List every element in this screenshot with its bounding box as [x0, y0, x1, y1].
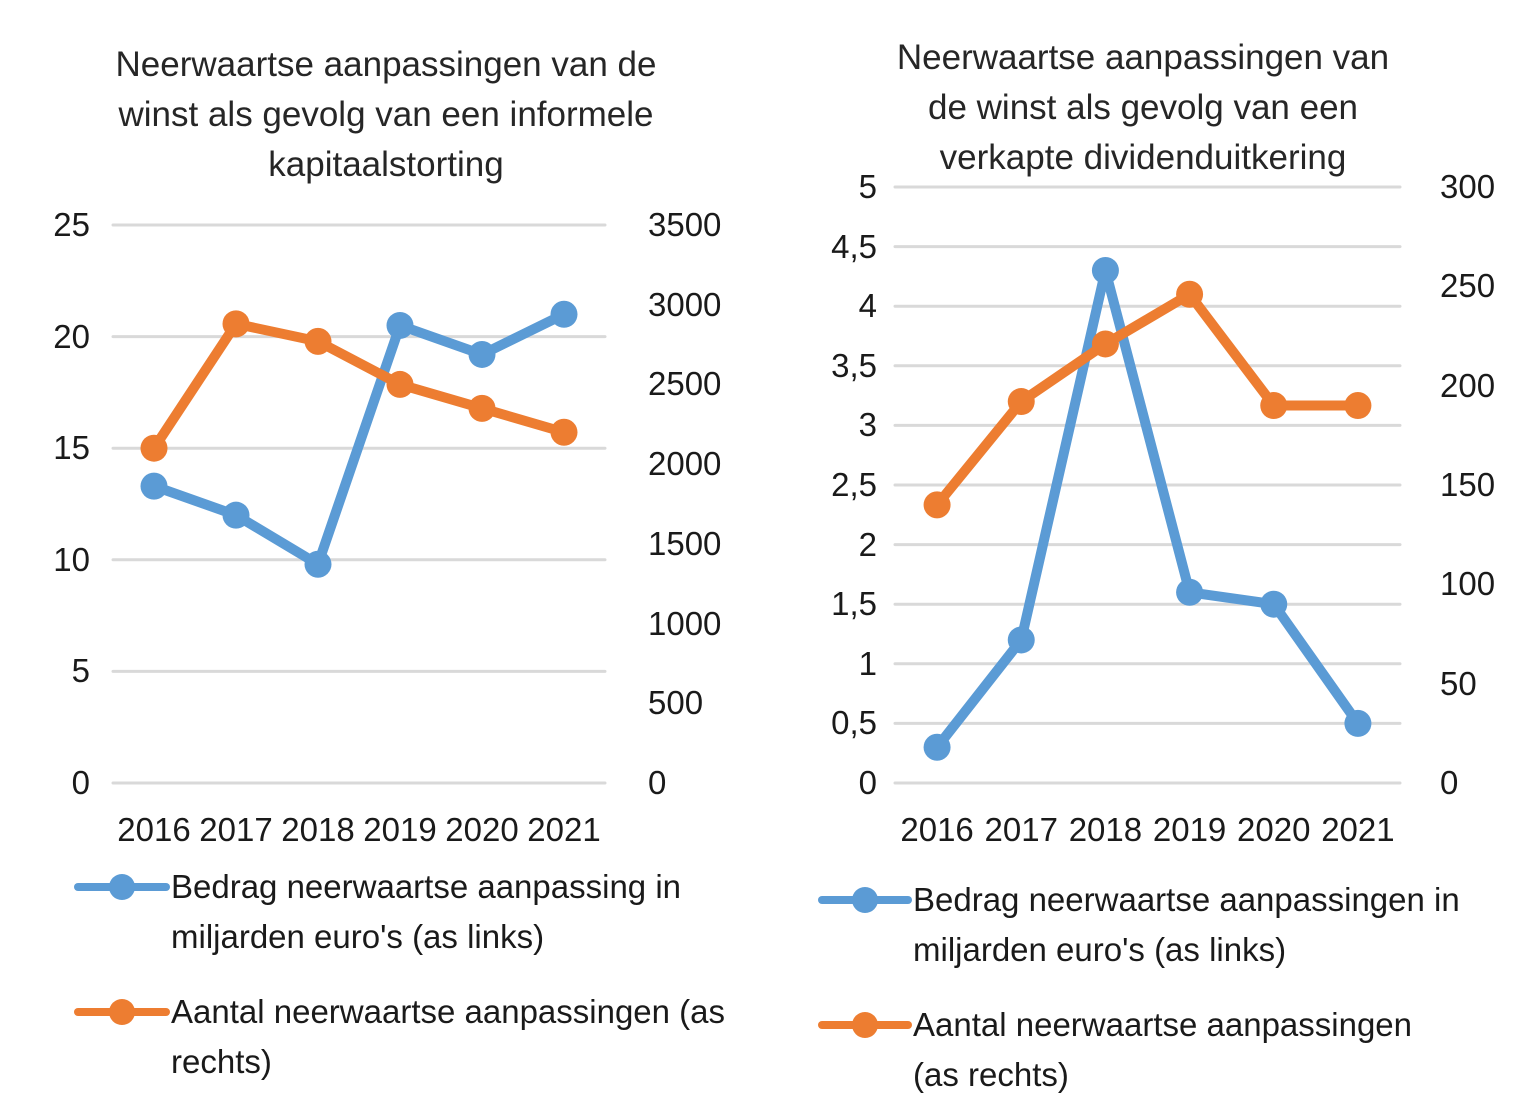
y-axis-left-tick-label: 15: [53, 429, 90, 467]
y-axis-left-tick-label: 0: [71, 764, 90, 801]
y-axis-left-tick-label: 0,5: [831, 704, 877, 742]
legend-dot-marker: [109, 999, 135, 1025]
y-axis-right-tick-label: 1500: [648, 524, 722, 562]
data-point-marker: [304, 327, 332, 355]
y-axis-left-tick-label: 4,5: [831, 227, 877, 265]
left-chart-title-line-3: kapitaalstorting: [268, 145, 504, 184]
data-point-marker: [140, 434, 168, 462]
left-chart-legend-item-orange-label: Aantal neerwaartse aanpassingen (as rech…: [171, 987, 725, 1087]
data-point-marker: [1007, 626, 1035, 654]
y-axis-left-tick-label: 0: [858, 764, 877, 801]
data-point-marker: [140, 472, 168, 500]
x-axis-tick-label: 2020: [445, 811, 519, 848]
y-axis-right-tick-label: 200: [1440, 366, 1496, 404]
y-axis-right-tick-label: 50: [1440, 664, 1477, 702]
data-point-marker: [1260, 590, 1288, 618]
data-point-marker: [1007, 388, 1035, 416]
y-axis-left-tick-label: 10: [53, 540, 90, 578]
y-axis-right-tick-label: 2500: [648, 365, 722, 403]
data-point-marker: [550, 418, 578, 446]
right-chart-title: Neerwaartse aanpassingen van de winst al…: [830, 33, 1456, 183]
y-axis-right-tick-label: 2000: [648, 445, 722, 483]
y-axis-left-tick-label: 5: [71, 652, 90, 690]
x-axis-tick-label: 2016: [900, 811, 974, 848]
data-point-marker: [1344, 709, 1372, 737]
series-line-blue: [932, 265, 1363, 753]
x-axis-tick-label: 2020: [1237, 811, 1311, 848]
right-chart-legend-item-orange-label: Aantal neerwaartse aanpassingen (as rech…: [913, 1000, 1412, 1100]
data-point-marker: [304, 550, 332, 578]
x-axis-tick-label: 2016: [117, 811, 191, 848]
x-axis-tick-label: 2017: [984, 811, 1058, 848]
data-point-marker: [222, 310, 250, 338]
data-point-marker: [386, 370, 414, 398]
left-chart-legend-item-blue-label: Bedrag neerwaartse aanpassing in miljard…: [171, 862, 681, 962]
x-axis-tick-label: 2019: [1152, 811, 1227, 848]
y-axis-left-tick-label: 3,5: [831, 346, 877, 384]
legend-label-line: Bedrag neerwaartse aanpassing in: [171, 868, 682, 905]
data-point-marker: [1176, 280, 1204, 308]
y-axis-left-tick-label: 2,5: [831, 466, 877, 503]
legend-dot-marker: [852, 1012, 878, 1038]
legend-dot-marker: [109, 874, 135, 900]
y-axis-left-tick-label: 5: [858, 168, 877, 205]
y-axis-left-tick-label: 2: [858, 525, 877, 563]
y-axis-left-tick-label: 25: [53, 206, 90, 243]
right-chart-title-line-1: Neerwaartse aanpassingen van: [896, 38, 1390, 77]
y-axis-right-tick-label: 3000: [648, 285, 722, 323]
series-line-blue: [149, 309, 569, 570]
x-axis-tick-label: 2021: [1321, 811, 1395, 848]
legend-label-line: rechts): [171, 1043, 272, 1080]
data-point-marker: [1260, 392, 1288, 420]
x-axis-tick-label: 2019: [363, 811, 437, 848]
left-chart-title-line-1: Neerwaartse aanpassingen van de: [115, 45, 657, 84]
right-chart-title-line-3: verkapte dividenduitkering: [939, 138, 1347, 177]
x-axis-tick-label: 2017: [199, 811, 273, 848]
left-chart-title: Neerwaartse aanpassingen van de winst al…: [63, 40, 709, 190]
data-point-marker: [923, 491, 951, 519]
y-axis-right-tick-label: 300: [1440, 168, 1496, 205]
y-axis-right-tick-label: 500: [648, 684, 704, 722]
y-axis-right-tick-label: 100: [1440, 565, 1496, 603]
legend-label-line: Aantal neerwaartse aanpassingen: [913, 1006, 1413, 1043]
y-axis-left-tick-label: 1,5: [831, 585, 877, 623]
data-point-marker: [923, 733, 951, 761]
data-point-marker: [1344, 392, 1372, 420]
x-axis-tick-label: 2021: [527, 811, 601, 848]
legend-label-line: Aantal neerwaartse aanpassingen (as: [171, 993, 726, 1030]
legend-label-line: Bedrag neerwaartse aanpassingen in: [913, 881, 1460, 918]
y-axis-right-tick-label: 0: [648, 764, 667, 801]
data-point-marker: [468, 340, 496, 368]
data-point-marker: [468, 394, 496, 422]
legend-label-line: miljarden euro's (as links): [171, 918, 545, 955]
legend-dot-marker: [852, 887, 878, 913]
series-line-orange: [932, 289, 1363, 510]
right-chart-legend-item-blue-label: Bedrag neerwaartse aanpassingen in milja…: [913, 875, 1460, 975]
y-axis-right-tick-label: 1000: [648, 604, 722, 642]
data-point-marker: [222, 501, 250, 529]
legend-label-line: (as rechts): [913, 1056, 1069, 1093]
data-point-marker: [550, 300, 578, 328]
data-point-marker: [1176, 578, 1204, 606]
series-line-orange: [149, 318, 569, 454]
data-point-marker: [1091, 330, 1119, 358]
left-chart-title-line-2: winst als gevolg van een informele: [118, 95, 654, 134]
legend-label-line: miljarden euro's (as links): [913, 931, 1287, 968]
right-chart-title-line-2: de winst als gevolg van een: [928, 88, 1358, 127]
data-point-marker: [386, 311, 414, 339]
y-axis-right-tick-label: 250: [1440, 267, 1496, 305]
y-axis-left-tick-label: 1: [858, 644, 877, 682]
y-axis-left-tick-label: 20: [53, 317, 90, 355]
y-axis-right-tick-label: 3500: [648, 206, 722, 243]
x-axis-tick-label: 2018: [281, 811, 355, 848]
y-axis-right-tick-label: 150: [1440, 466, 1496, 503]
y-axis-right-tick-label: 0: [1440, 764, 1459, 801]
y-axis-left-tick-label: 3: [858, 406, 877, 444]
x-axis-tick-label: 2018: [1068, 811, 1143, 848]
data-point-marker: [1091, 256, 1119, 284]
y-axis-left-tick-label: 4: [858, 287, 877, 325]
